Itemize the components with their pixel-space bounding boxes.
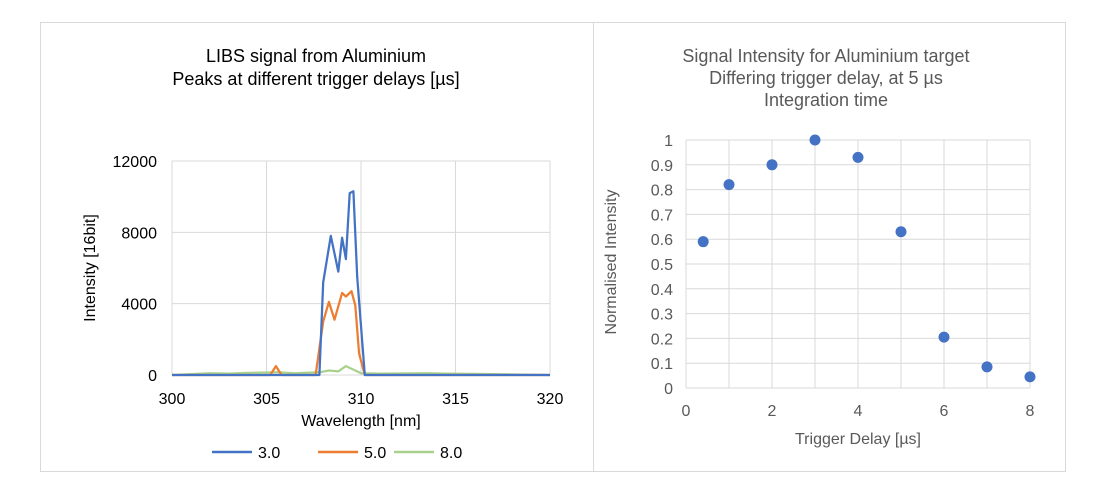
x-tick-label: 305 [253,391,280,408]
series-line-5-0 [172,290,550,377]
y-tick-label: 0.3 [651,307,673,324]
x-tick-label: 8 [1026,403,1035,420]
scatter-point [852,151,864,163]
scatter-point [809,134,821,146]
series-line-3-0 [172,190,550,377]
legend-label: 5.0 [364,445,386,462]
x-tick-label: 320 [537,391,564,408]
scatter-point [697,236,709,248]
chart-title-line: Integration time [764,90,888,110]
libs-spectrum-chart: LIBS signal from Aluminium Peaks at diffe… [82,46,564,462]
x-tick-label: 0 [682,403,691,420]
y-tick-label: 12000 [113,154,158,171]
scatter-point [981,361,993,373]
y-tick-label: 0.8 [651,183,673,200]
x-axis-label: Trigger Delay [µs] [795,431,921,448]
series-line-8-0 [171,364,551,377]
y-axis-label: Intensity [16bit] [82,214,99,322]
y-tick-label: 8000 [121,225,157,242]
legend-label: 3.0 [258,445,280,462]
y-axis-label: Normalised Intensity [603,190,620,335]
scatter-point [723,179,735,191]
chart-title-line: Signal Intensity for Aluminium target [682,46,969,66]
x-axis-label: Wavelength [nm] [301,413,420,430]
y-tick-label: 0.7 [651,207,673,224]
y-tick-label: 0.9 [651,158,673,175]
x-tick-label: 310 [348,391,375,408]
x-tick-label: 6 [940,403,949,420]
scatter-point [938,331,950,343]
x-tick-label: 2 [768,403,777,420]
scatter-point [1024,371,1036,383]
x-tick-label: 300 [159,391,186,408]
scatter-point [895,226,907,238]
legend-label: 8.0 [440,445,462,462]
chart-frame [40,22,1066,472]
y-tick-label: 0.2 [651,331,673,348]
x-tick-label: 4 [854,403,863,420]
chart-title-line: Peaks at different trigger delays [µs] [172,69,459,89]
y-tick-label: 0 [148,368,157,385]
y-tick-label: 0.5 [651,257,673,274]
y-tick-label: 0.1 [651,356,673,373]
chart-title-line: Differing trigger delay, at 5 µs [709,68,943,88]
y-tick-label: 0 [664,381,673,398]
x-tick-label: 315 [442,391,469,408]
y-tick-label: 0.4 [651,282,673,299]
y-tick-label: 4000 [121,297,157,314]
chart-title-line: LIBS signal from Aluminium [206,46,426,66]
y-tick-label: 0.6 [651,232,673,249]
chart-divider [593,22,594,472]
y-tick-label: 1 [664,133,673,150]
scatter-point [766,159,778,171]
